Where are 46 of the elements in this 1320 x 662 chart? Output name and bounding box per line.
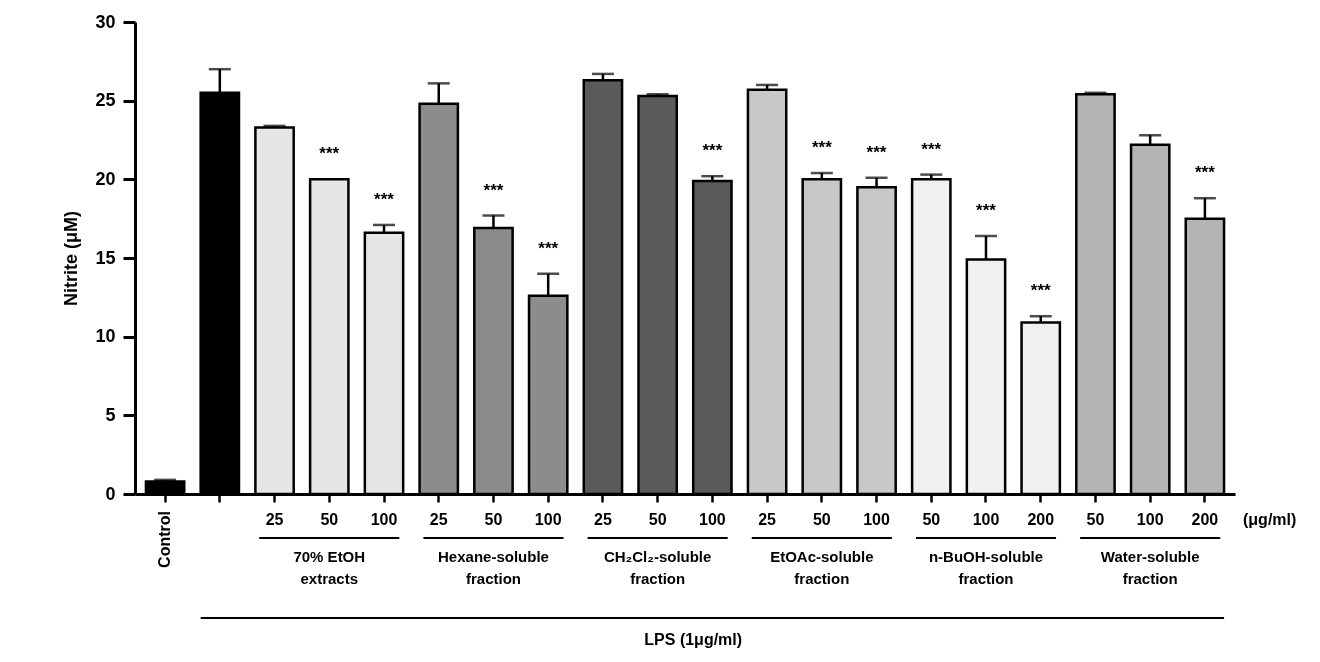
data-label: *** <box>538 238 559 258</box>
y-tick-label: 30 <box>95 11 116 32</box>
x-tick-label: 25 <box>429 511 448 528</box>
x-tick-label: 200 <box>1027 511 1055 528</box>
x-tick-label: 50 <box>1086 511 1105 528</box>
y-tick-label: 15 <box>95 247 116 268</box>
text: CH₂Cl₂-soluble fraction <box>603 548 712 587</box>
data-label: *** <box>319 144 340 164</box>
y-tick-label: 10 <box>95 326 116 347</box>
data-label: *** <box>921 139 942 159</box>
data-label: *** <box>1030 281 1052 301</box>
data-label: *** <box>976 200 997 220</box>
x-tick-label: 100 <box>370 511 398 528</box>
data-label: *** <box>702 141 723 161</box>
text: LPS (1μg/ml) <box>644 631 743 648</box>
x-tick-label: 100 <box>699 511 726 528</box>
text: Hexane-soluble fraction <box>438 548 549 587</box>
y-tick-label: 0 <box>105 483 116 504</box>
y-tick-label: 25 <box>95 90 116 111</box>
x-tick-label: 50 <box>812 511 831 528</box>
x-tick-label: Control <box>156 511 174 568</box>
x-tick-label: 100 <box>1136 511 1164 528</box>
text: n-BuOH-soluble fraction <box>928 548 1044 587</box>
x-tick-label: 25 <box>758 511 777 528</box>
y-tick-label: 20 <box>95 168 116 189</box>
text: 70% EtOH extracts <box>293 548 366 587</box>
x-tick-label: 25 <box>265 511 284 528</box>
x-tick-label: 50 <box>648 511 667 528</box>
x-tick-label: 50 <box>922 511 941 528</box>
x-tick-label: 100 <box>972 511 1000 528</box>
y-tick-label: 5 <box>105 404 116 425</box>
data-label: *** <box>1194 163 1216 183</box>
y-axis-title: Nitrite (μM) <box>61 210 82 307</box>
data-label: *** <box>483 180 504 200</box>
data-label: *** <box>811 138 833 158</box>
data-label: *** <box>866 142 887 162</box>
x-tick-label: 25 <box>594 511 612 528</box>
x-tick-label: 100 <box>863 511 890 528</box>
x-tick-label: 50 <box>484 511 503 528</box>
x-tick-label: 200 <box>1191 511 1219 528</box>
data-label: *** <box>374 189 395 209</box>
x-tick-label: 50 <box>320 511 339 528</box>
x-tick-label: 100 <box>534 511 562 528</box>
text: EtOAc-soluble fraction <box>770 548 874 587</box>
text: (μg/ml) <box>1243 511 1297 528</box>
text: Water-soluble fraction <box>1100 548 1200 587</box>
